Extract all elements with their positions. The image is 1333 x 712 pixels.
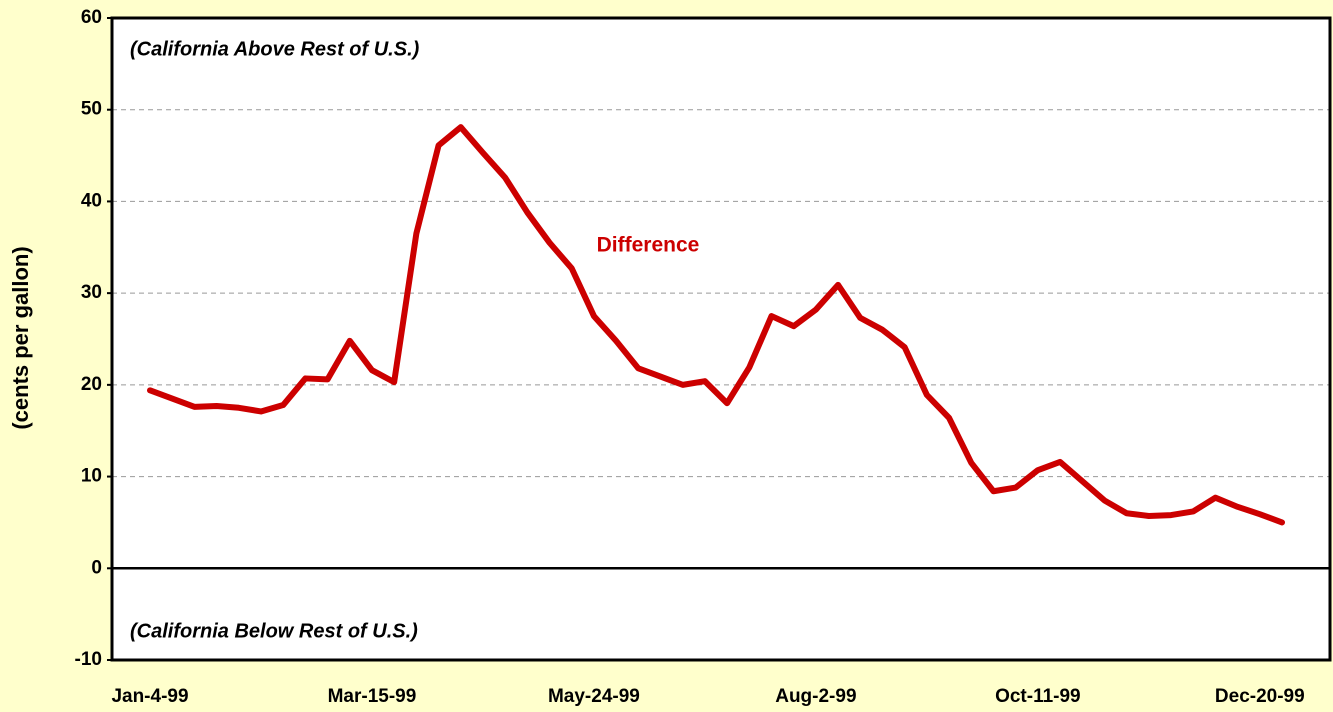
y-tick-label: 20	[81, 374, 102, 395]
x-tick-label: Aug-2-99	[775, 686, 856, 707]
x-tick-label: Dec-20-99	[1215, 686, 1305, 707]
x-tick-label: Jan-4-99	[111, 686, 188, 707]
plot-area	[112, 18, 1330, 660]
y-tick-label: 10	[81, 466, 102, 487]
y-axis-label: (cents per gallon)	[8, 246, 33, 429]
y-tick-label: 60	[81, 7, 102, 28]
data-line	[147, 124, 1285, 526]
x-tick-label: Oct-11-99	[995, 686, 1081, 707]
plot-border	[110, 16, 1332, 662]
y-tick-label: -10	[75, 649, 102, 670]
y-tick-label: 0	[91, 557, 102, 578]
x-tick-label: May-24-99	[548, 686, 640, 707]
series-label: Difference	[597, 234, 700, 257]
marks	[147, 124, 1285, 526]
x-tick-label: Mar-15-99	[328, 686, 417, 707]
annotation: (California Below Rest of U.S.)	[130, 620, 418, 642]
y-tick-label: 50	[81, 99, 102, 120]
y-tick-label: 30	[81, 282, 102, 303]
annotation: (California Above Rest of U.S.)	[130, 38, 420, 60]
y-tick-label: 40	[81, 190, 102, 211]
